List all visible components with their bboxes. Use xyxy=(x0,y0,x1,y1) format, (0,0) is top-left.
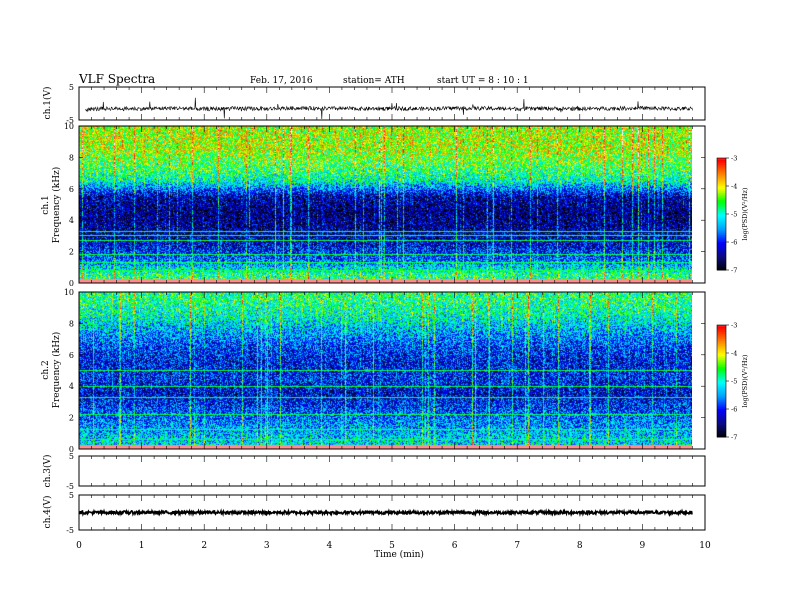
colorbar-tick-label: -5 xyxy=(731,378,737,386)
ch1-spectrogram-ytick-label: 6 xyxy=(69,185,74,194)
x-axis-label: Time (min) xyxy=(374,549,424,560)
colorbar-tick-label: -7 xyxy=(731,267,737,275)
colorbar-tick-label: -6 xyxy=(731,406,737,414)
ch2-spectrogram-ytick-label: 8 xyxy=(69,319,74,328)
ch1-waveform-line xyxy=(85,98,692,119)
ch3-waveform-ytick-label: 5 xyxy=(69,452,74,461)
x-tick-label: 0 xyxy=(76,541,82,551)
ch1-spectrogram-image xyxy=(79,126,692,283)
x-tick-label: 2 xyxy=(201,541,207,551)
x-tick-label: 7 xyxy=(514,541,520,551)
figure-title: VLF Spectra xyxy=(78,72,155,86)
ch2-spectrogram xyxy=(79,292,692,449)
ch2-spectrogram-image xyxy=(79,292,692,449)
ch4-waveform-ylabel: ch.4(V) xyxy=(42,496,53,529)
ch3-waveform-ytick-label: -5 xyxy=(66,482,74,491)
x-tick-label: 10 xyxy=(699,541,711,551)
ch2-spectrogram-ytick-label: 6 xyxy=(69,351,74,360)
ch1-spectrogram xyxy=(79,126,692,283)
ch1-spectrogram-ytick-label: 4 xyxy=(69,216,74,225)
ch1-waveform-ylabel: ch.1(V) xyxy=(42,87,53,120)
ch2-spectrogram-ytick-label: 2 xyxy=(69,414,74,423)
ch3-waveform-ylabel: ch.3(V) xyxy=(42,455,53,488)
colorbar-tick-label: -7 xyxy=(731,434,737,442)
x-tick-label: 9 xyxy=(640,541,646,551)
ch1-spectrogram-ytick-label: 0 xyxy=(69,279,74,288)
ch1-waveform-trace xyxy=(85,98,692,119)
start-ut-label: start UT = 8 : 10 : 1 xyxy=(437,76,529,86)
ch2-colorbar: -3 -4 -5 -6 -7 log(PSD)(V²/Hz) xyxy=(717,322,749,442)
colorbar-tick-label: -6 xyxy=(731,239,737,247)
ch4-waveform-ytick-label: 5 xyxy=(69,491,74,500)
x-tick-label: 6 xyxy=(452,541,458,551)
ch2-spectrogram-ytick-label: 10 xyxy=(64,288,74,297)
ch1-spectrogram-ylabel: Frequency (kHz) xyxy=(51,167,62,244)
ch1-spectrogram-ytick-label: 2 xyxy=(69,248,74,257)
ch1-spectrogram-ytick-label: 8 xyxy=(69,153,74,162)
x-tick-label: 8 xyxy=(577,541,583,551)
colorbar-tick-label: -3 xyxy=(731,322,737,330)
ch2-spectrogram-channel-label: ch.2 xyxy=(41,360,51,379)
station-label: station= ATH xyxy=(343,76,405,86)
ch1-colorbar: -3 -4 -5 -6 -7 log(PSD)(V²/Hz) xyxy=(717,155,749,275)
ch4-waveform-ytick-label: -5 xyxy=(66,526,74,535)
colorbar-tick-label: -3 xyxy=(731,155,737,163)
ch4-waveform-line xyxy=(79,511,693,514)
x-tick-label: 4 xyxy=(327,541,333,551)
ch1-spectrogram-channel-label: ch.1 xyxy=(41,195,51,214)
ch2-spectrogram-ylabel: Frequency (kHz) xyxy=(51,332,62,409)
colorbar-tick-label: -4 xyxy=(731,183,737,191)
ch2-spectrogram-ytick-label: 4 xyxy=(69,382,74,391)
colorbar-tick-label: -4 xyxy=(731,350,737,358)
ch4-waveform-trace xyxy=(79,511,693,514)
ch1-spectrogram-ytick-label: 10 xyxy=(64,122,74,131)
colorbar-tick-label: -5 xyxy=(731,211,737,219)
x-tick-label: 1 xyxy=(139,541,145,551)
ch1-waveform-ytick-label: 5 xyxy=(69,83,74,92)
date-label: Feb. 17, 2016 xyxy=(250,76,313,86)
x-tick-label: 3 xyxy=(264,541,270,551)
colorbar-label: log(PSD)(V²/Hz) xyxy=(741,354,749,407)
colorbar-label: log(PSD)(V²/Hz) xyxy=(741,187,749,240)
